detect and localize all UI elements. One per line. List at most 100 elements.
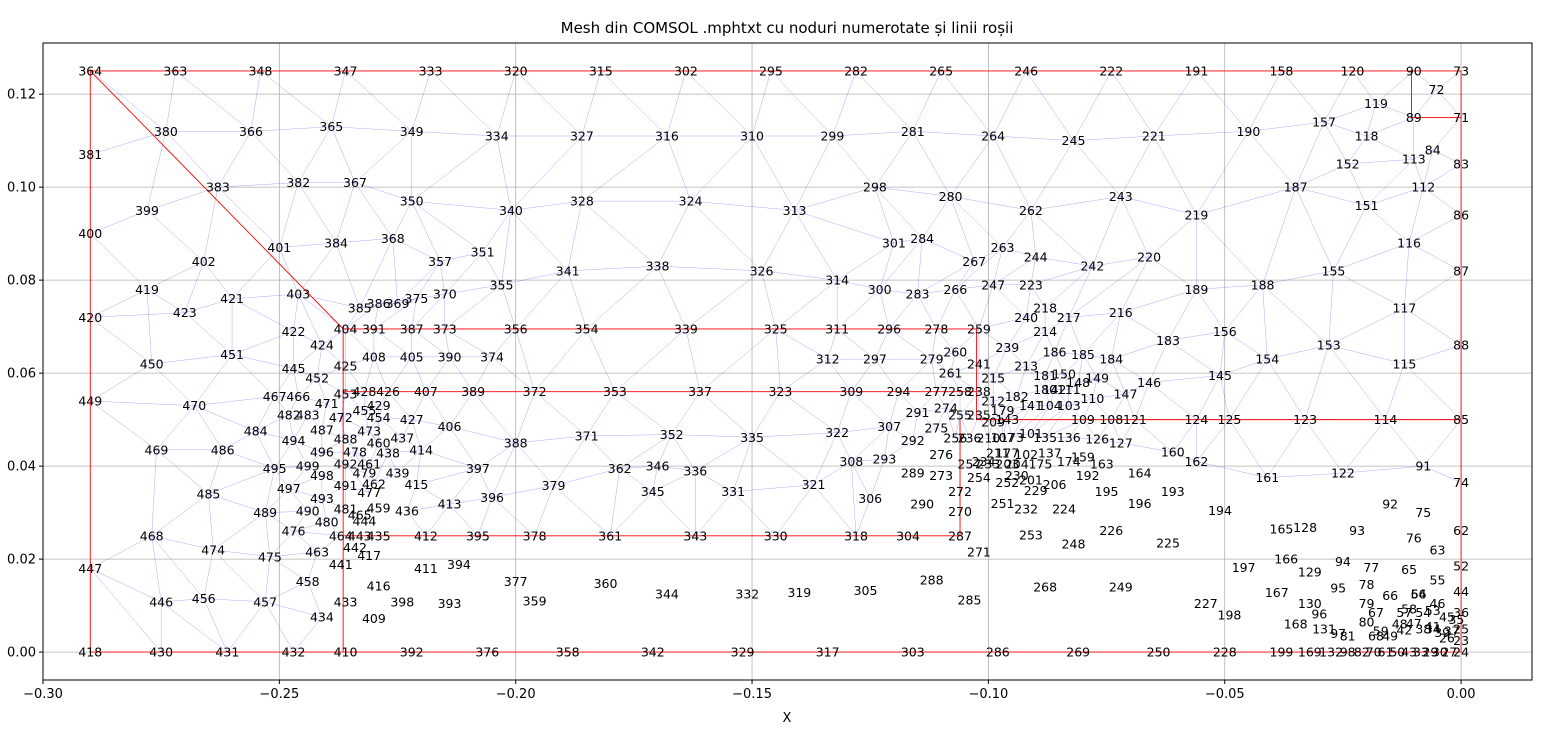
mesh-edge <box>491 328 516 357</box>
mesh-edge <box>156 449 209 495</box>
node-label: 91 <box>1415 459 1431 474</box>
mesh-edge <box>1423 149 1433 188</box>
mesh-edge <box>1148 214 1197 258</box>
mesh-edge <box>203 598 266 603</box>
node-label: 483 <box>296 407 320 422</box>
node-label: 289 <box>901 466 925 481</box>
mesh-edge <box>1063 373 1079 383</box>
node-label: 411 <box>414 561 438 576</box>
mesh-edge <box>416 293 445 299</box>
mesh-edge <box>1092 393 1126 399</box>
node-label: 227 <box>1194 596 1218 611</box>
node-label: 468 <box>140 528 164 543</box>
mesh-edge <box>978 414 994 423</box>
node-label: 374 <box>480 349 504 364</box>
node-label: 230 <box>1005 468 1029 483</box>
node-label: 30 <box>1432 645 1448 660</box>
node-label: 280 <box>939 189 963 204</box>
mesh-edge <box>151 493 209 537</box>
node-label: 314 <box>825 273 849 288</box>
mesh-edge <box>90 70 167 132</box>
node-label: 272 <box>948 484 972 499</box>
mesh-edge <box>1366 103 1377 137</box>
node-label: 405 <box>400 349 424 364</box>
node-label: 157 <box>1312 115 1336 130</box>
node-label: 195 <box>1095 484 1119 499</box>
mesh-edge <box>889 412 918 427</box>
node-label: 425 <box>334 359 358 374</box>
mesh-edge <box>685 328 701 392</box>
mesh-edge <box>922 196 951 239</box>
node-label: 257 <box>958 456 982 471</box>
mesh-edge <box>90 535 152 569</box>
node-label: 179 <box>991 403 1015 418</box>
mesh-edge <box>354 182 393 239</box>
node-label: 455 <box>353 403 377 418</box>
mesh-edge <box>321 498 327 522</box>
node-label: 382 <box>286 175 310 190</box>
mesh-edge <box>473 356 493 392</box>
mesh-edge <box>510 210 568 271</box>
node-label: 288 <box>920 573 944 588</box>
mesh-edge <box>1432 117 1462 151</box>
node-label: 310 <box>740 128 764 143</box>
plot-frame <box>42 42 1533 681</box>
mesh-edge <box>855 70 913 132</box>
node-label: 348 <box>249 63 273 78</box>
mesh-edge <box>832 70 857 137</box>
mesh-edge <box>931 359 937 392</box>
node-label: 76 <box>1406 531 1422 546</box>
mesh-edge <box>194 396 275 406</box>
mesh-edge <box>151 363 195 406</box>
node-label: 452 <box>305 370 329 385</box>
mesh-edge <box>950 196 1031 211</box>
node-label: 442 <box>343 540 367 555</box>
node-label: 301 <box>882 235 906 250</box>
mesh-edge <box>912 412 918 441</box>
mesh-edge <box>354 452 365 474</box>
mesh-edge <box>600 70 668 137</box>
node-label: 387 <box>400 321 424 336</box>
mesh-edge <box>345 356 374 367</box>
node-label: 74 <box>1453 475 1469 490</box>
node-label: 327 <box>570 128 594 143</box>
mesh-edge <box>1068 256 1150 318</box>
mesh-edge <box>657 201 691 267</box>
mesh-edge <box>416 261 441 299</box>
mesh-edge <box>912 427 937 441</box>
mesh-edge <box>1304 345 1329 420</box>
mesh-edge <box>298 242 337 295</box>
mesh-edge <box>411 419 450 427</box>
mesh-edge <box>1267 359 1306 420</box>
node-label: 261 <box>939 366 963 381</box>
node-label: 175 <box>1028 456 1052 471</box>
node-label: 422 <box>282 324 306 339</box>
node-label: 364 <box>78 63 102 78</box>
node-label: 223 <box>1019 277 1043 292</box>
mesh-edge <box>161 601 228 653</box>
mesh-edge <box>1002 247 1036 258</box>
mesh-edge <box>1120 419 1136 443</box>
node-label: 436 <box>395 504 419 519</box>
x-tick-label: −0.30 <box>23 687 63 702</box>
mesh-edge <box>889 328 932 360</box>
node-label: 345 <box>641 484 665 499</box>
mesh-edge <box>837 279 880 290</box>
mesh-edge <box>406 504 450 512</box>
mesh-edge <box>203 261 233 299</box>
node-label: 376 <box>475 645 499 660</box>
mesh-edge <box>1196 284 1263 290</box>
mesh-edge <box>1328 345 1405 364</box>
mesh-edge <box>652 470 696 492</box>
mesh-edge <box>194 405 223 450</box>
mesh-edge <box>250 126 332 132</box>
node-label: 357 <box>428 254 452 269</box>
node-label: 135 <box>1033 430 1057 445</box>
node-label: 294 <box>887 384 911 399</box>
node-label: 490 <box>296 504 320 519</box>
mesh-edge <box>922 238 975 262</box>
mesh-edge <box>1436 89 1462 118</box>
node-label: 313 <box>783 203 807 218</box>
mesh-edge <box>345 463 365 474</box>
